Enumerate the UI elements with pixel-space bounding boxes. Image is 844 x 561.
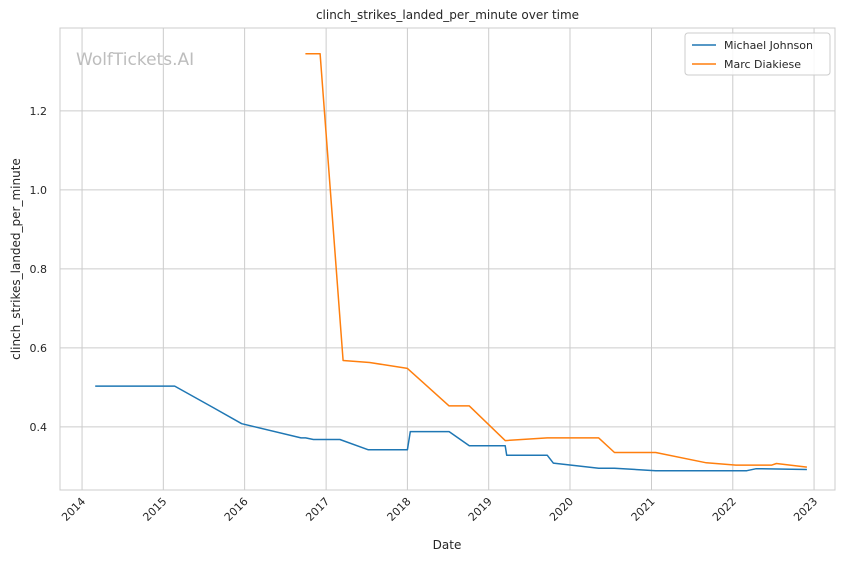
x-tick-label: 2015 xyxy=(140,495,169,524)
chart-watermark: WolfTickets.AI xyxy=(76,50,194,70)
y-tick-label: 0.8 xyxy=(30,263,48,276)
y-tick-label: 1.2 xyxy=(30,105,48,118)
chart-title: clinch_strikes_landed_per_minute over ti… xyxy=(316,8,579,22)
x-tick-label: 2014 xyxy=(59,495,88,524)
x-tick-label: 2023 xyxy=(791,495,820,524)
series-line-marc-diakiese xyxy=(305,52,807,468)
y-tick-label: 0.6 xyxy=(30,342,48,355)
y-tick-label: 1.0 xyxy=(30,184,48,197)
legend-label-michael-johnson: Michael Johnson xyxy=(724,39,813,52)
y-tick-label: 0.4 xyxy=(30,421,48,434)
x-tick-label: 2019 xyxy=(466,495,495,524)
x-tick-label: 2018 xyxy=(385,495,414,524)
x-tick-label: 2017 xyxy=(303,495,332,524)
legend: Michael Johnson Marc Diakiese xyxy=(684,32,831,76)
x-tick-label: 2016 xyxy=(222,495,251,524)
y-axis-label: clinch_strikes_landed_per_minute xyxy=(9,158,23,360)
series-line-michael-johnson xyxy=(95,385,807,472)
x-tick-label: 2022 xyxy=(710,495,739,524)
legend-box xyxy=(684,32,831,76)
grid-lines xyxy=(60,28,835,490)
plot-area xyxy=(59,27,836,491)
x-tick-label: 2020 xyxy=(547,495,576,524)
x-axis-label: Date xyxy=(433,538,462,552)
series-lines xyxy=(95,52,807,472)
legend-label-marc-diakiese: Marc Diakiese xyxy=(724,58,801,71)
x-tick-label: 2021 xyxy=(629,495,658,524)
